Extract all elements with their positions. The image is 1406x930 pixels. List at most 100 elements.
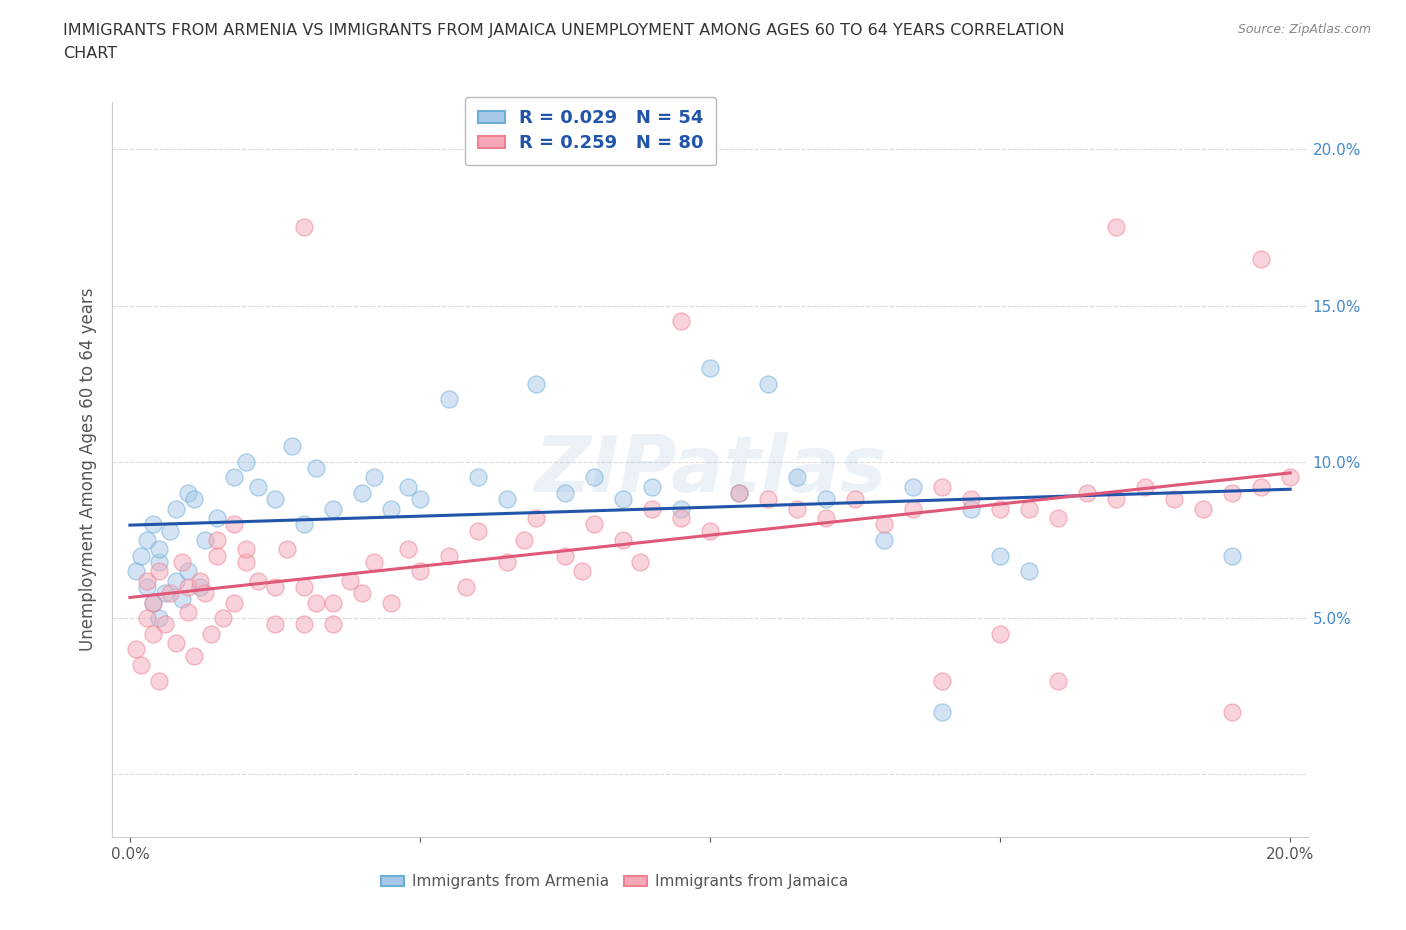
- Point: [292, 517, 315, 532]
- Point: [988, 501, 1011, 516]
- Point: [1279, 470, 1302, 485]
- Point: [582, 517, 605, 532]
- Point: [1220, 705, 1243, 720]
- Point: [786, 470, 808, 485]
- Point: [125, 642, 148, 657]
- Point: [205, 511, 228, 525]
- Point: [728, 485, 751, 500]
- Point: [148, 554, 170, 569]
- Point: [142, 595, 165, 610]
- Point: [844, 492, 866, 507]
- Point: [142, 595, 165, 610]
- Point: [159, 586, 181, 601]
- Point: [467, 470, 489, 485]
- Point: [1105, 492, 1128, 507]
- Point: [194, 586, 217, 601]
- Point: [571, 564, 593, 578]
- Point: [554, 548, 576, 563]
- Point: [873, 517, 896, 532]
- Point: [235, 554, 257, 569]
- Point: [1133, 479, 1156, 494]
- Point: [728, 485, 751, 500]
- Point: [136, 533, 159, 548]
- Point: [1220, 485, 1243, 500]
- Point: [901, 501, 924, 516]
- Point: [1076, 485, 1098, 500]
- Point: [224, 517, 246, 532]
- Point: [142, 626, 165, 641]
- Text: CHART: CHART: [63, 46, 117, 61]
- Point: [172, 592, 194, 607]
- Point: [815, 492, 838, 507]
- Point: [363, 554, 385, 569]
- Point: [931, 479, 953, 494]
- Point: [205, 533, 228, 548]
- Point: [148, 611, 170, 626]
- Point: [131, 658, 153, 672]
- Point: [148, 564, 170, 578]
- Point: [786, 501, 808, 516]
- Point: [177, 604, 200, 619]
- Point: [235, 542, 257, 557]
- Point: [292, 617, 315, 631]
- Point: [159, 524, 181, 538]
- Point: [409, 564, 432, 578]
- Point: [148, 673, 170, 688]
- Point: [1047, 673, 1070, 688]
- Point: [165, 636, 187, 651]
- Point: [437, 548, 460, 563]
- Point: [183, 492, 205, 507]
- Point: [200, 626, 222, 641]
- Point: [264, 492, 287, 507]
- Point: [396, 542, 419, 557]
- Point: [873, 533, 896, 548]
- Point: [960, 492, 983, 507]
- Point: [194, 533, 217, 548]
- Point: [131, 548, 153, 563]
- Point: [350, 586, 373, 601]
- Point: [1250, 251, 1272, 266]
- Point: [1018, 501, 1040, 516]
- Point: [988, 626, 1011, 641]
- Point: [246, 573, 269, 588]
- Text: Source: ZipAtlas.com: Source: ZipAtlas.com: [1237, 23, 1371, 36]
- Point: [339, 573, 361, 588]
- Point: [148, 542, 170, 557]
- Point: [177, 564, 200, 578]
- Point: [153, 586, 176, 601]
- Point: [960, 501, 983, 516]
- Point: [136, 611, 159, 626]
- Point: [582, 470, 605, 485]
- Point: [172, 554, 194, 569]
- Point: [177, 579, 200, 594]
- Point: [1192, 501, 1215, 516]
- Text: IMMIGRANTS FROM ARMENIA VS IMMIGRANTS FROM JAMAICA UNEMPLOYMENT AMONG AGES 60 TO: IMMIGRANTS FROM ARMENIA VS IMMIGRANTS FR…: [63, 23, 1064, 38]
- Point: [142, 517, 165, 532]
- Point: [1250, 479, 1272, 494]
- Point: [235, 455, 257, 470]
- Point: [183, 648, 205, 663]
- Point: [380, 595, 402, 610]
- Point: [292, 219, 315, 234]
- Point: [554, 485, 576, 500]
- Point: [496, 554, 519, 569]
- Point: [1018, 564, 1040, 578]
- Point: [211, 611, 233, 626]
- Point: [322, 617, 344, 631]
- Point: [1047, 511, 1070, 525]
- Point: [264, 617, 287, 631]
- Point: [292, 579, 315, 594]
- Text: ZIPatlas: ZIPatlas: [534, 432, 886, 508]
- Point: [125, 564, 148, 578]
- Point: [177, 485, 200, 500]
- Point: [524, 511, 547, 525]
- Point: [815, 511, 838, 525]
- Point: [205, 548, 228, 563]
- Point: [188, 573, 211, 588]
- Point: [136, 573, 159, 588]
- Point: [304, 595, 326, 610]
- Point: [165, 573, 187, 588]
- Point: [363, 470, 385, 485]
- Point: [224, 595, 246, 610]
- Point: [456, 579, 478, 594]
